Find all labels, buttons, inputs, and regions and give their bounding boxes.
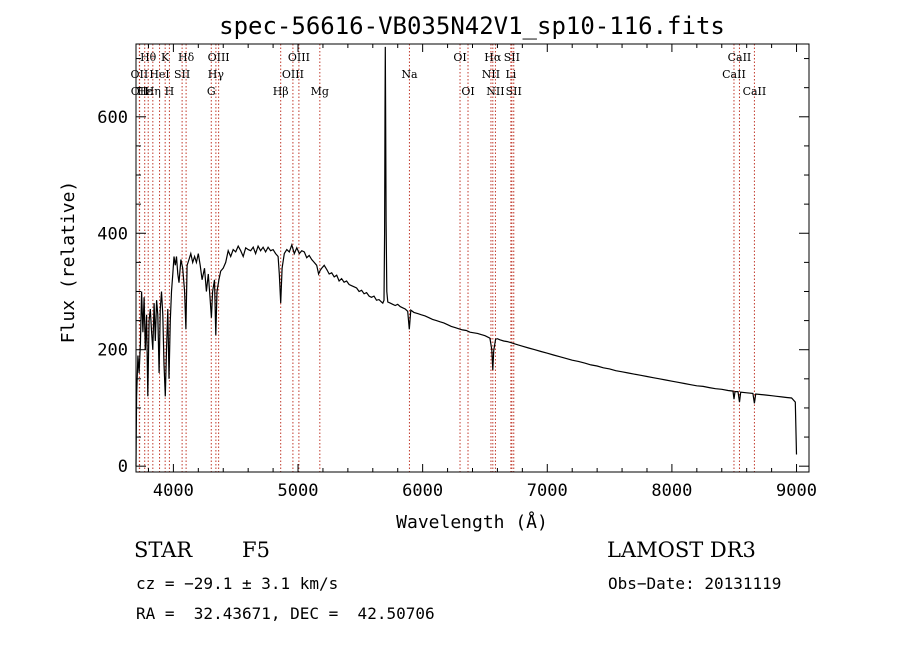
x-tick-label-1: 5000 [278,481,319,501]
observation-date: Obs−Date: 20131119 [608,574,782,593]
x-tick-label-5: 9000 [776,481,817,501]
y-tick-label-2: 400 [97,224,128,244]
line-label-23: SII [504,51,520,64]
spectral-line-markers [138,44,755,472]
x-tick-label-0: 4000 [153,481,194,501]
x-tick-label-4: 8000 [651,481,692,501]
y-axis-label: Flux (relative) [58,181,79,344]
x-tick-label-3: 7000 [527,481,568,501]
line-label-19: OI [461,85,474,98]
line-label-0: Hθ [140,51,157,64]
line-label-6: K [161,51,170,64]
object-class: STAR [134,538,193,562]
redshift-velocity: cz = −29.1 ± 3.1 km/s [136,574,339,593]
y-tick-label-3: 600 [97,108,128,128]
line-label-2: OII [131,85,149,98]
line-label-7: SII [174,68,190,81]
line-label-3: Hε [137,85,153,98]
line-label-22: NII [486,85,504,98]
line-label-10: OIII [208,51,230,64]
line-label-13: Hβ [273,85,289,98]
spectrum-line [135,46,798,467]
line-label-11: Hγ [208,68,225,81]
line-label-5: HeI [149,68,169,81]
line-label-27: CaII [722,68,746,81]
line-label-16: Mg [311,85,329,98]
line-label-26: CaII [728,51,752,64]
object-subclass: F5 [242,538,270,562]
y-tick-label-0: 0 [118,457,128,477]
line-label-20: Hα [484,51,502,64]
x-axis-label: Wavelength (Å) [396,511,548,533]
x-tick-label-2: 6000 [402,481,443,501]
y-axis: 0 200 400 600 [97,58,809,477]
line-label-18: OI [453,51,466,64]
line-label-17: Na [401,68,418,81]
survey-name: LAMOST DR3 [607,538,756,562]
line-label-4: Hη [145,85,161,98]
line-label-8: H [165,85,175,98]
line-label-9: Hδ [178,51,195,64]
line-label-14: OIII [288,51,310,64]
line-label-25: SII [506,85,522,98]
line-label-1: OII [131,68,149,81]
chart-title: spec-56616-VB035N42V1_sp10-116.fits [219,12,725,40]
line-label-24: Li [505,68,516,81]
line-label-21: NII [482,68,500,81]
line-label-12: G [207,85,216,98]
line-label-28: CaII [743,85,767,98]
x-axis: 4000 5000 6000 7000 8000 9000 [147,44,817,501]
coordinates: RA = 32.43671, DEC = 42.50706 [136,604,435,623]
y-tick-label-1: 200 [97,341,128,361]
line-label-15: OIII [282,68,304,81]
plot-frame [135,43,810,473]
